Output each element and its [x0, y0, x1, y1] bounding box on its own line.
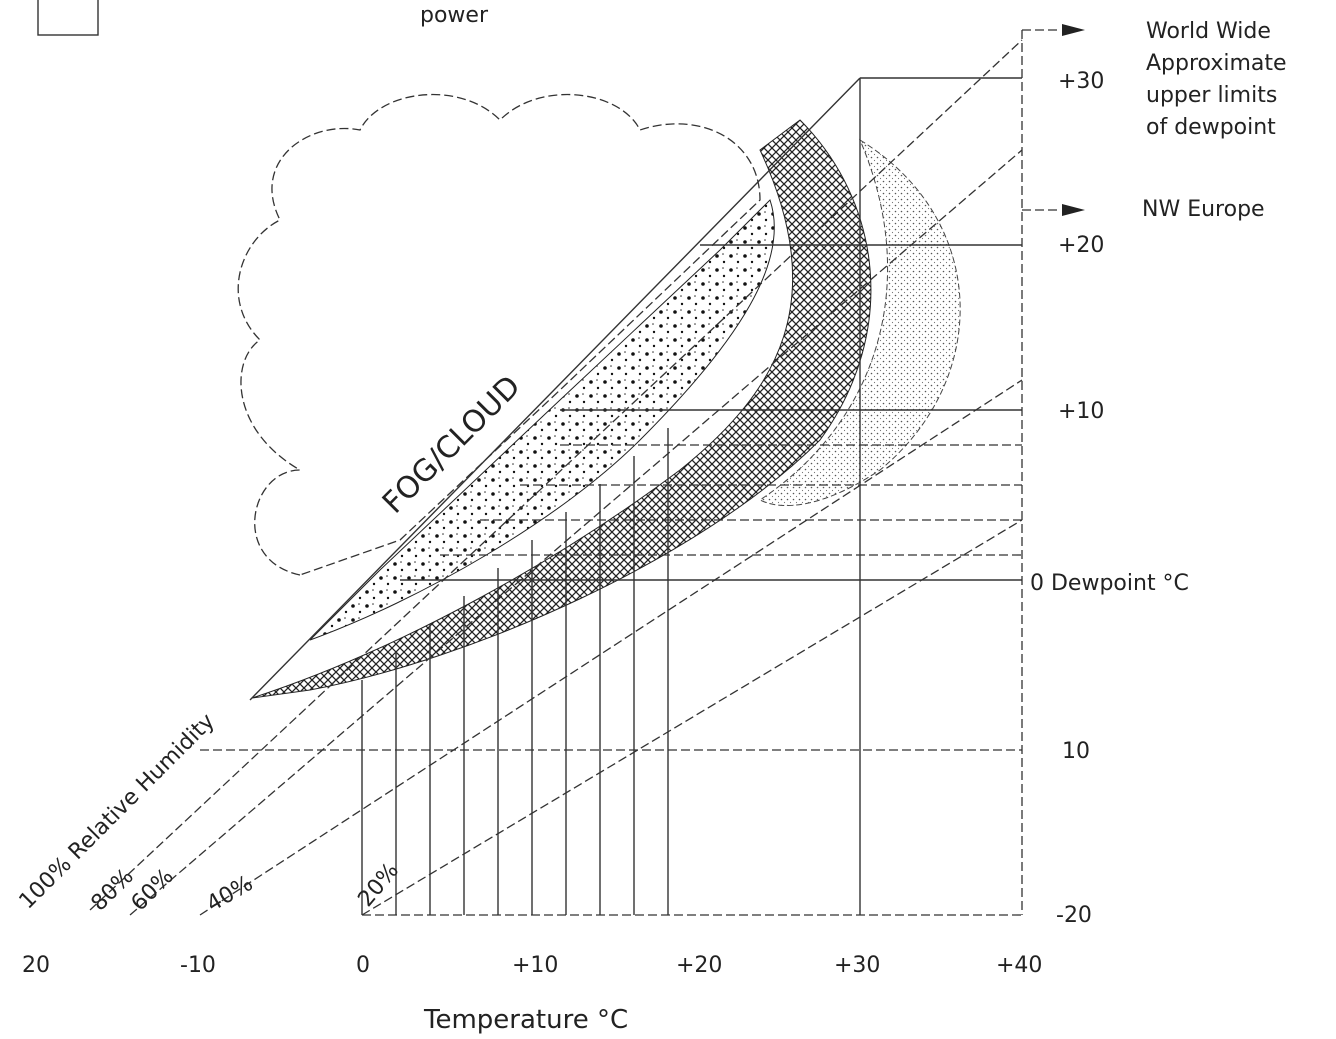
annotation: upper limits	[1146, 83, 1277, 108]
rh-label: 60%	[127, 864, 179, 916]
rh-20	[361, 519, 1023, 916]
v-lines	[361, 428, 669, 915]
x-title: Temperature °C	[423, 1005, 628, 1035]
world-wide: World Wide Approximate upper limits of d…	[1146, 19, 1287, 140]
y-label: +20	[1058, 233, 1104, 258]
x-label: 0	[356, 953, 370, 978]
x-label: +10	[512, 953, 558, 978]
legend-box	[37, 0, 99, 36]
rh-60	[129, 149, 1023, 916]
layout	[37, 0, 1085, 916]
x-label: -10	[180, 953, 216, 978]
x-label: +40	[996, 953, 1042, 978]
cloud	[237, 93, 761, 576]
x-label: +20	[676, 953, 722, 978]
rh-100	[249, 77, 861, 701]
cross-band	[251, 119, 872, 699]
y-label: 0 Dewpoint °C	[1030, 571, 1189, 596]
rh-label: 40%	[203, 871, 258, 917]
y-label: -20	[1056, 903, 1092, 928]
x-label: +30	[834, 953, 880, 978]
y-label: 10	[1062, 739, 1090, 764]
stipple-zone	[759, 138, 961, 507]
annotation: World Wide	[1146, 19, 1271, 44]
y-label: +10	[1058, 399, 1104, 424]
annotation: Approximate	[1146, 51, 1287, 76]
annotation: of dewpoint	[1146, 115, 1276, 140]
annotation: NW Europe	[1142, 197, 1265, 222]
arrow-head	[1062, 24, 1085, 36]
x-label: 20	[22, 953, 50, 978]
dotted-zone	[309, 199, 775, 641]
y-label: +30	[1058, 69, 1104, 94]
rh-80	[89, 39, 1023, 911]
arrow-head	[1062, 204, 1085, 216]
rh-40	[199, 379, 1023, 916]
header-fragment: power	[420, 3, 489, 28]
